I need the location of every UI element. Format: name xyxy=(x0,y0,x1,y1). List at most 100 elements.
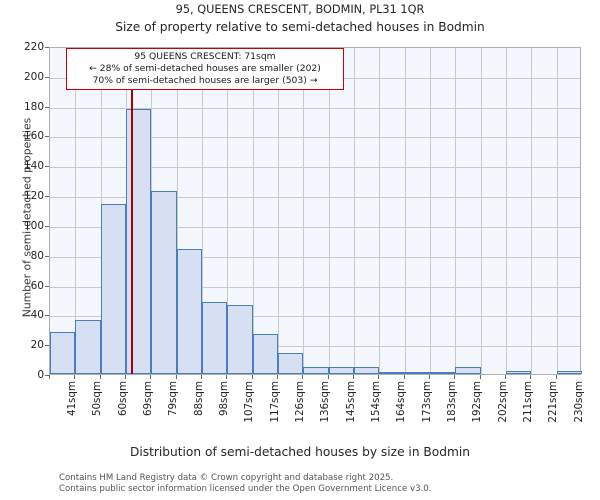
gridline-vertical xyxy=(506,48,507,374)
x-axis-tick-label: 154sqm xyxy=(369,381,382,423)
y-axis-tick-label: 60 xyxy=(30,279,44,292)
x-axis-tick-label: 117sqm xyxy=(268,381,281,423)
histogram-bar xyxy=(379,372,405,374)
y-axis-tick-mark xyxy=(45,345,49,347)
y-axis-tick-mark xyxy=(45,166,49,168)
y-axis-tick-label: 220 xyxy=(23,41,44,53)
footer-line-2: Contains public sector information licen… xyxy=(59,484,432,495)
gridline-vertical xyxy=(328,48,330,374)
x-axis-tick-mark xyxy=(530,375,532,379)
gridline-horizontal xyxy=(50,197,580,199)
annotation-box: 95 QUEENS CRESCENT: 71sqm ← 28% of semi-… xyxy=(66,48,344,91)
gridline-vertical xyxy=(354,48,355,374)
histogram-bar xyxy=(556,371,582,374)
gridline-horizontal xyxy=(50,286,580,288)
gridline-horizontal xyxy=(50,256,580,258)
histogram-bar xyxy=(126,108,152,374)
property-marker-line xyxy=(131,48,133,374)
y-axis-tick-mark xyxy=(45,106,49,108)
y-axis-tick-label: 40 xyxy=(30,309,44,322)
histogram-bar xyxy=(75,320,101,374)
y-axis-tick-labels: 0 20 40 60 80 100 120 140 160 180 200 220 xyxy=(0,0,44,500)
x-axis-tick-label: 126sqm xyxy=(293,381,306,423)
x-axis-tick-label: 107sqm xyxy=(243,381,256,423)
chart-subtitle: Size of property relative to semi-detach… xyxy=(115,20,485,34)
x-axis-tick-label: 50sqm xyxy=(91,381,104,417)
y-axis-tick-mark xyxy=(45,225,49,227)
gridline-vertical xyxy=(176,48,178,374)
gridline-vertical xyxy=(75,48,77,374)
x-axis-tick-mark xyxy=(555,375,557,379)
histogram-bar xyxy=(50,332,76,374)
x-axis-tick-mark xyxy=(505,375,506,379)
footer-line-1: Contains HM Land Registry data © Crown c… xyxy=(59,473,394,483)
y-axis-tick-mark xyxy=(45,196,49,198)
gridline-horizontal xyxy=(50,137,580,139)
x-axis-tick-labels: 41sqm 50sqm 60sqm 69sqm 79sqm 88sqm 98sqm 107sq… xyxy=(0,381,600,441)
x-axis-tick-mark xyxy=(327,375,329,379)
histogram-bar xyxy=(404,372,430,374)
x-axis-tick-mark xyxy=(429,375,430,379)
y-axis-tick-label: 120 xyxy=(23,190,44,203)
histogram-bar xyxy=(151,190,177,374)
x-axis-tick-label: 164sqm xyxy=(395,381,408,423)
gridline-horizontal xyxy=(50,226,580,228)
x-axis-tick-label: 136sqm xyxy=(319,381,332,423)
y-axis-tick-label: 80 xyxy=(30,249,44,262)
x-axis-tick-mark xyxy=(378,375,380,379)
annotation-line-3: 70% of semi-detached houses are larger (… xyxy=(92,74,318,86)
gridline-horizontal xyxy=(50,107,580,109)
plot-area xyxy=(49,47,582,375)
histogram-bar xyxy=(430,372,456,374)
gridline-vertical xyxy=(278,48,279,374)
y-axis-tick-label: 140 xyxy=(23,160,44,173)
y-axis-tick-mark xyxy=(45,136,49,138)
x-axis-tick-label: 41sqm xyxy=(65,381,78,417)
x-axis-tick-label: 88sqm xyxy=(192,381,205,417)
histogram-bar xyxy=(278,353,304,374)
x-axis-tick-mark xyxy=(175,375,177,379)
annotation-line-1: 95 QUEENS CRESCENT: 71sqm xyxy=(134,51,276,62)
gridline-vertical xyxy=(556,48,558,374)
x-axis-tick-mark xyxy=(150,375,152,379)
x-axis-tick-label: 192sqm xyxy=(471,381,484,423)
y-axis-tick-label: 180 xyxy=(23,100,44,113)
histogram-bar xyxy=(328,366,354,374)
gridline-vertical xyxy=(379,48,381,374)
x-axis-tick-mark xyxy=(251,375,253,379)
x-axis-tick-label: 79sqm xyxy=(167,381,180,417)
gridline-vertical xyxy=(531,48,533,374)
x-axis-tick-mark xyxy=(277,375,278,379)
y-axis-tick-label: 200 xyxy=(23,70,44,83)
histogram-bar xyxy=(252,333,278,374)
gridline-vertical xyxy=(455,48,457,374)
gridline-vertical xyxy=(430,48,431,374)
gridline-horizontal xyxy=(50,167,580,169)
x-axis-title: Distribution of semi-detached houses by … xyxy=(130,445,470,459)
x-axis-tick-label: 145sqm xyxy=(344,381,357,423)
x-axis-tick-label: 60sqm xyxy=(116,381,129,417)
x-axis-tick-mark xyxy=(454,375,456,379)
gridline-vertical xyxy=(404,48,406,374)
histogram-bar xyxy=(202,302,228,374)
x-axis-tick-label: 230sqm xyxy=(572,381,585,423)
gridline-vertical xyxy=(227,48,229,374)
histogram-bar xyxy=(455,366,481,374)
annotation-line-2: ← 28% of semi-detached houses are smalle… xyxy=(89,62,321,74)
x-axis-tick-label: 98sqm xyxy=(217,381,230,417)
x-axis-tick-label: 173sqm xyxy=(420,381,433,423)
gridline-horizontal xyxy=(50,316,580,318)
histogram-bar xyxy=(354,366,380,374)
x-axis-tick-label: 211sqm xyxy=(521,381,534,423)
histogram-bar xyxy=(303,366,329,374)
gridline-horizontal xyxy=(50,346,580,348)
gridline-vertical xyxy=(303,48,305,374)
y-axis-tick-mark xyxy=(45,285,49,287)
gridline-vertical xyxy=(252,48,254,374)
x-axis-tick-mark xyxy=(99,375,101,379)
histogram-bar xyxy=(176,248,202,374)
x-axis-tick-mark xyxy=(49,375,50,379)
x-axis-tick-label: 221sqm xyxy=(547,381,560,423)
x-axis-tick-mark xyxy=(226,375,228,379)
